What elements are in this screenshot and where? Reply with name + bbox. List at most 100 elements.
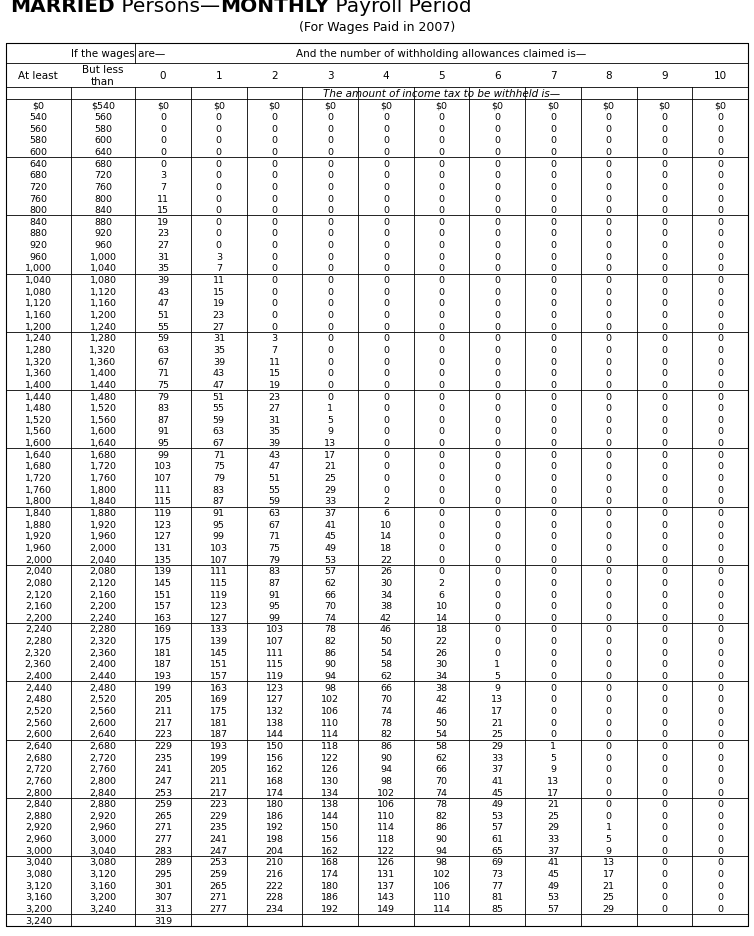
Text: 0: 0 <box>550 520 556 529</box>
Text: 0: 0 <box>717 707 723 715</box>
Text: 5: 5 <box>438 71 445 80</box>
Text: 193: 193 <box>154 671 172 680</box>
Text: 0: 0 <box>605 403 611 413</box>
Text: 0: 0 <box>661 823 667 831</box>
Text: 0: 0 <box>550 299 556 308</box>
Text: 114: 114 <box>321 729 339 739</box>
Text: 0: 0 <box>327 253 333 261</box>
Text: 0: 0 <box>661 695 667 704</box>
Text: 0: 0 <box>661 113 667 122</box>
Text: 150: 150 <box>321 823 339 831</box>
Text: 229: 229 <box>210 811 228 820</box>
Text: 540: 540 <box>29 113 48 122</box>
Text: 0: 0 <box>271 311 277 320</box>
Text: 0: 0 <box>661 707 667 715</box>
Text: The amount of income tax to be withheld is—: The amount of income tax to be withheld … <box>323 89 560 99</box>
Text: 0: 0 <box>383 159 389 168</box>
Text: 198: 198 <box>265 834 284 843</box>
Text: 0: 0 <box>661 195 667 203</box>
Text: 0: 0 <box>495 124 501 134</box>
Text: 1,880: 1,880 <box>25 520 52 529</box>
Text: 0: 0 <box>327 217 333 227</box>
Text: 67: 67 <box>157 358 169 366</box>
Text: 134: 134 <box>321 788 339 797</box>
Text: 1,280: 1,280 <box>25 345 52 355</box>
Text: 0: 0 <box>717 253 723 261</box>
Text: 31: 31 <box>268 416 280 424</box>
Text: 86: 86 <box>436 823 448 831</box>
Text: 71: 71 <box>213 450 225 460</box>
Text: 3,000: 3,000 <box>90 834 116 843</box>
Text: 0: 0 <box>661 136 667 145</box>
Text: 0: 0 <box>216 124 222 134</box>
Text: 0: 0 <box>439 403 445 413</box>
Text: 168: 168 <box>265 776 284 785</box>
Text: 0: 0 <box>439 253 445 261</box>
Text: 0: 0 <box>605 788 611 797</box>
Text: 10: 10 <box>380 520 392 529</box>
Text: 110: 110 <box>377 811 395 820</box>
Text: 149: 149 <box>377 904 395 913</box>
Text: 2,560: 2,560 <box>25 718 52 727</box>
Text: 0: 0 <box>717 753 723 762</box>
Text: 0: 0 <box>605 253 611 261</box>
Text: 307: 307 <box>154 892 172 901</box>
Text: 0: 0 <box>661 683 667 692</box>
Text: 0: 0 <box>271 113 277 122</box>
Text: 199: 199 <box>154 683 172 692</box>
Text: 0: 0 <box>439 497 445 505</box>
Text: 0: 0 <box>495 520 501 529</box>
Text: 156: 156 <box>265 753 284 762</box>
Text: 123: 123 <box>210 602 228 610</box>
Text: 41: 41 <box>324 520 336 529</box>
Text: 1,760: 1,760 <box>25 485 52 494</box>
Text: 94: 94 <box>380 765 392 773</box>
Text: 1: 1 <box>605 823 611 831</box>
Text: 880: 880 <box>29 229 48 238</box>
Text: 0: 0 <box>661 555 667 564</box>
Text: 3,080: 3,080 <box>25 870 52 878</box>
Text: 151: 151 <box>154 590 172 599</box>
Text: 0: 0 <box>717 171 723 180</box>
Text: 0: 0 <box>383 136 389 145</box>
Text: 46: 46 <box>436 707 448 715</box>
Text: 49: 49 <box>324 544 336 552</box>
Text: 122: 122 <box>321 753 339 762</box>
Text: 131: 131 <box>377 870 395 878</box>
Text: 79: 79 <box>268 555 280 564</box>
Text: 2,280: 2,280 <box>25 636 52 646</box>
Text: 35: 35 <box>213 345 225 355</box>
Text: 205: 205 <box>154 695 172 704</box>
Text: 151: 151 <box>210 660 228 668</box>
Text: 2,840: 2,840 <box>90 788 116 797</box>
Text: 0: 0 <box>605 555 611 564</box>
Text: 560: 560 <box>94 113 112 122</box>
Text: 0: 0 <box>550 474 556 483</box>
Text: 0: 0 <box>717 660 723 668</box>
Text: 0: 0 <box>327 380 333 389</box>
Text: 2,960: 2,960 <box>90 823 116 831</box>
Text: 0: 0 <box>550 683 556 692</box>
Text: 0: 0 <box>661 241 667 250</box>
Text: 1,000: 1,000 <box>25 264 52 273</box>
Text: 0: 0 <box>495 206 501 215</box>
Text: $540: $540 <box>91 101 115 110</box>
Text: 174: 174 <box>265 788 284 797</box>
Text: 144: 144 <box>265 729 284 739</box>
Text: 1,640: 1,640 <box>25 450 52 460</box>
Text: 0: 0 <box>439 555 445 564</box>
Text: 0: 0 <box>495 334 501 343</box>
Text: 2: 2 <box>439 578 445 587</box>
Text: 0: 0 <box>439 322 445 331</box>
Text: 0: 0 <box>605 474 611 483</box>
Text: 0: 0 <box>661 206 667 215</box>
Text: 19: 19 <box>268 380 280 389</box>
Text: 82: 82 <box>380 729 392 739</box>
Text: 0: 0 <box>271 253 277 261</box>
Text: 15: 15 <box>157 206 169 215</box>
Text: 0: 0 <box>717 695 723 704</box>
Text: 1,840: 1,840 <box>25 508 52 518</box>
Text: 47: 47 <box>213 380 225 389</box>
Text: 0: 0 <box>550 380 556 389</box>
Text: 66: 66 <box>324 590 336 599</box>
